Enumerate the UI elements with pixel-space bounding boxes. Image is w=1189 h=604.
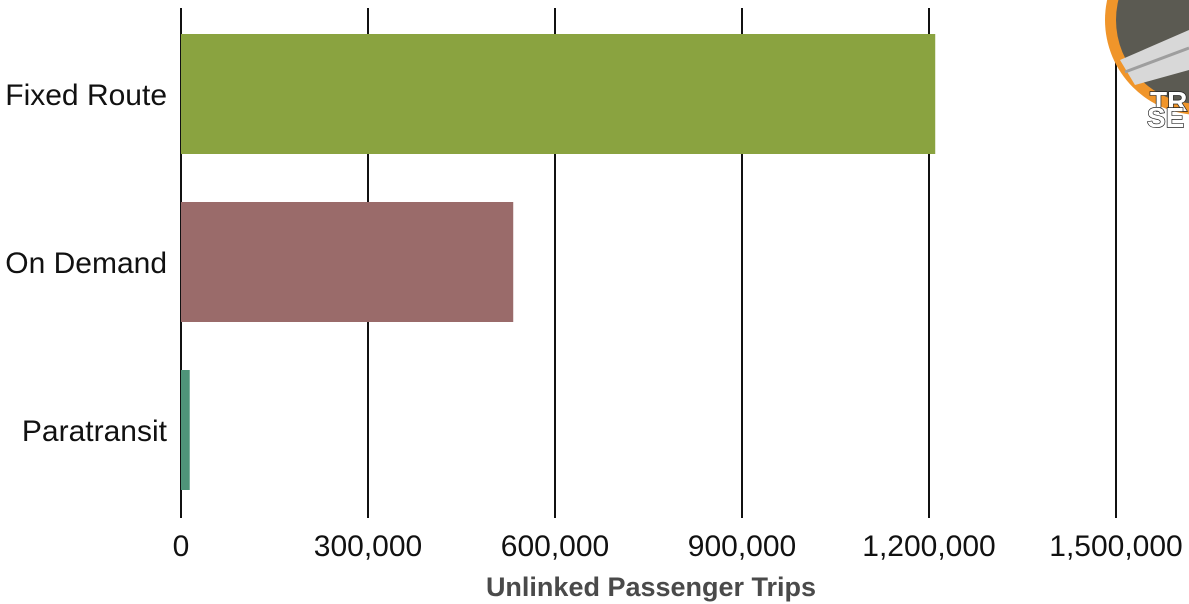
logo: TR SE [1105, 0, 1189, 134]
x-tick-label-5: 1,500,000 [1049, 530, 1182, 563]
category-labels: Fixed Route On Demand Paratransit [5, 79, 167, 448]
x-tick-label-3: 900,000 [688, 530, 796, 563]
x-tick-label-1: 300,000 [314, 530, 422, 563]
x-tick-label-4: 1,200,000 [862, 530, 995, 563]
x-tick-label-0: 0 [173, 530, 190, 563]
logo-road-edge [1124, 46, 1189, 74]
x-axis-title: Unlinked Passenger Trips [486, 572, 816, 602]
bar-paratransit [181, 370, 190, 490]
category-label-fixed-route: Fixed Route [5, 79, 167, 112]
bar-on-demand [181, 202, 514, 322]
category-label-paratransit: Paratransit [22, 415, 168, 448]
x-tick-label-2: 600,000 [501, 530, 609, 563]
category-label-on-demand: On Demand [5, 247, 167, 280]
bar-fixed-route [181, 34, 936, 154]
x-tick-labels: 0 300,000 600,000 900,000 1,200,000 1,500,000 [173, 530, 1183, 563]
bars [181, 34, 936, 490]
logo-text-line2: SE [1147, 102, 1184, 133]
logo-road-graphic [1120, 30, 1189, 85]
logo-text-line1: TR [1150, 86, 1187, 117]
